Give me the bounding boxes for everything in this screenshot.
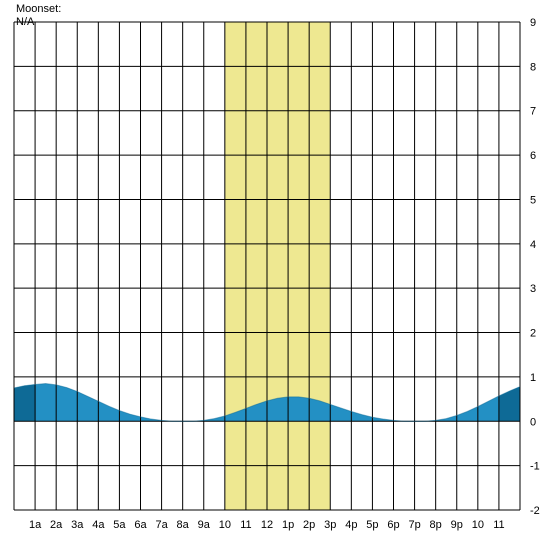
x-tick-label: 10: [219, 519, 231, 531]
x-tick-label: 3a: [71, 519, 84, 531]
tide-area-left-edge: [14, 384, 35, 421]
y-tick-label: 6: [530, 150, 536, 162]
y-tick-label: 8: [530, 61, 536, 73]
x-tick-label: 7a: [155, 519, 168, 531]
x-tick-label: 4p: [345, 519, 357, 531]
tide-chart: -2-101234567891a2a3a4a5a6a7a8a9a1011121p…: [0, 0, 550, 550]
y-tick-label: 7: [530, 106, 536, 118]
daylight-band: [225, 22, 330, 510]
y-tick-label: 3: [530, 283, 536, 295]
x-tick-label: 5p: [366, 519, 378, 531]
x-tick-label: 1a: [29, 519, 42, 531]
x-tick-label: 7p: [408, 519, 420, 531]
y-tick-label: -1: [530, 461, 540, 473]
x-tick-label: 9p: [451, 519, 463, 531]
x-tick-label: 6p: [387, 519, 399, 531]
y-tick-label: 9: [530, 17, 536, 29]
x-tick-label: 12: [261, 519, 273, 531]
x-tick-label: 4a: [92, 519, 105, 531]
y-tick-label: 2: [530, 328, 536, 340]
y-tick-label: 4: [530, 239, 536, 251]
tide-chart-container: { "title": { "line1": "Moonset:", "line2…: [0, 0, 550, 550]
x-tick-label: 1p: [282, 519, 294, 531]
x-tick-label: 3p: [324, 519, 336, 531]
chart-title-line2: N/A: [16, 16, 61, 29]
y-tick-label: 1: [530, 372, 536, 384]
x-tick-label: 8p: [430, 519, 442, 531]
y-tick-label: 0: [530, 416, 536, 428]
chart-title-line1: Moonset:: [16, 3, 61, 16]
y-tick-label: 5: [530, 194, 536, 206]
x-tick-label: 6a: [134, 519, 147, 531]
x-tick-label: 10: [472, 519, 484, 531]
x-tick-label: 11: [240, 519, 251, 531]
x-tick-label: 2a: [50, 519, 63, 531]
x-tick-label: 9a: [198, 519, 211, 531]
x-tick-label: 5a: [113, 519, 126, 531]
x-tick-label: 2p: [303, 519, 315, 531]
x-tick-label: 11: [493, 519, 504, 531]
y-tick-label: -2: [530, 505, 540, 517]
chart-title: Moonset: N/A: [16, 3, 61, 29]
x-tick-label: 8a: [177, 519, 190, 531]
